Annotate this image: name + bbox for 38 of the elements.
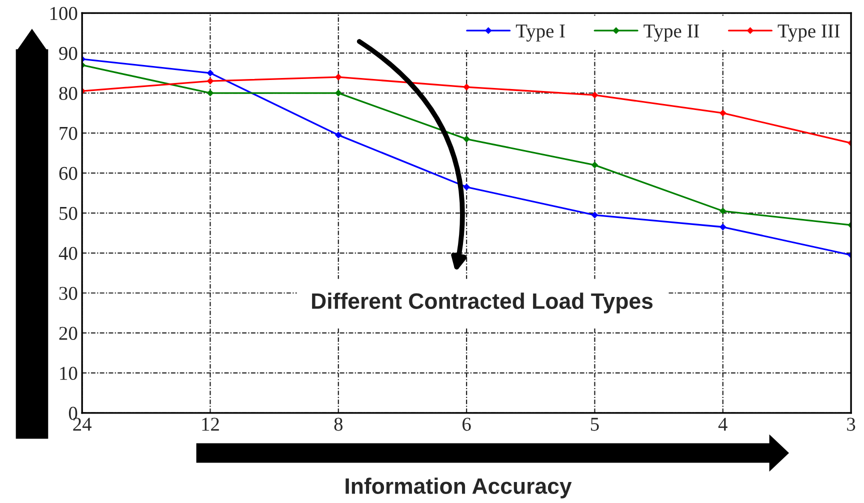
annotation: Different Contracted Load Types [312, 292, 653, 314]
y-tick-label: 70 [60, 126, 78, 140]
point [206, 70, 214, 76]
point [206, 90, 214, 96]
point [334, 74, 342, 80]
y-tick-label: 40 [58, 246, 78, 260]
point [334, 132, 342, 138]
y-tick-label: 10 [60, 366, 78, 380]
y-tick-label: 30 [59, 286, 78, 300]
point [591, 92, 598, 98]
x-tick-label: 6 [462, 418, 471, 431]
x-tick-label: 3 [847, 418, 856, 431]
y-tick-label: 90 [59, 46, 78, 60]
y-tick-label: 20 [59, 326, 78, 340]
point [206, 78, 214, 84]
y-tick-label: 80 [59, 86, 78, 100]
point [719, 110, 726, 116]
point [463, 136, 470, 142]
point [591, 212, 598, 218]
y-tick-label: 50 [60, 206, 78, 220]
x-tick-label: 24 [73, 418, 92, 431]
y-tick-label: 60 [59, 166, 78, 180]
point [719, 224, 726, 230]
point [334, 90, 342, 96]
x-tick-label: 8 [334, 418, 343, 431]
x-tick-label: 5 [590, 418, 599, 431]
text: Information Accuracy [346, 478, 572, 498]
point [591, 162, 598, 168]
y-tick-label: 100 [50, 6, 78, 20]
legend-label: Type II [644, 24, 700, 42]
x-tick-label: 12 [202, 418, 219, 431]
legend-label: Type III [778, 24, 840, 42]
legend-label: Type I [516, 24, 565, 42]
point [719, 208, 726, 214]
y-tick-label: 0 [68, 406, 78, 420]
x-tick-label: 4 [718, 418, 728, 431]
point [463, 84, 470, 90]
point [463, 184, 470, 190]
